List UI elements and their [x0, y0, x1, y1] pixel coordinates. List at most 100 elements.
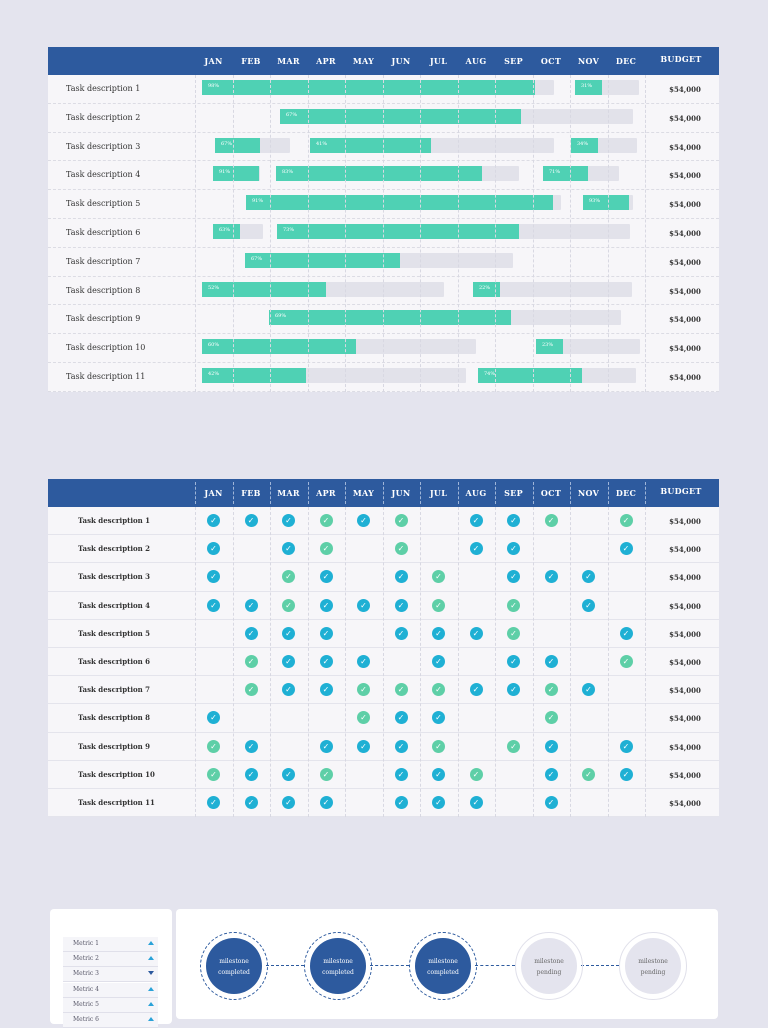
progress-track[interactable]: 60% — [202, 339, 476, 355]
check-partial-icon[interactable]: ✓ — [394, 683, 408, 697]
progress-bar[interactable]: 67% — [280, 108, 521, 124]
check-done-icon[interactable]: ✓ — [432, 626, 445, 640]
check-done-icon[interactable]: ✓ — [394, 598, 408, 612]
check-done-icon[interactable]: ✓ — [469, 542, 483, 556]
check-done-icon[interactable]: ✓ — [244, 739, 258, 753]
progress-track[interactable]: 42% — [202, 367, 466, 383]
progress-track[interactable]: 93% — [583, 195, 633, 211]
milestone-node[interactable]: milestone completed — [200, 932, 268, 1000]
progress-bar[interactable]: 22% — [473, 281, 500, 297]
check-partial-icon[interactable]: ✓ — [544, 683, 558, 697]
milestone-node[interactable]: milestone pending — [619, 932, 687, 1000]
check-done-icon[interactable]: ✓ — [319, 570, 333, 584]
progress-track[interactable]: 91% — [213, 166, 260, 182]
check-done-icon[interactable]: ✓ — [244, 598, 258, 612]
progress-bar[interactable]: 73% — [277, 223, 519, 239]
progress-bar[interactable]: 63% — [213, 223, 240, 239]
progress-track[interactable]: 73% — [277, 223, 630, 239]
check-partial-icon[interactable]: ✓ — [469, 767, 483, 781]
progress-bar[interactable]: 67% — [215, 137, 260, 153]
check-done-icon[interactable]: ✓ — [207, 570, 220, 584]
check-partial-icon[interactable]: ✓ — [507, 626, 520, 640]
check-partial-icon[interactable]: ✓ — [507, 739, 520, 753]
check-done-icon[interactable]: ✓ — [207, 711, 220, 725]
check-done-icon[interactable]: ✓ — [207, 795, 220, 809]
check-partial-icon[interactable]: ✓ — [582, 767, 595, 781]
check-partial-icon[interactable]: ✓ — [244, 654, 258, 668]
check-done-icon[interactable]: ✓ — [394, 711, 408, 725]
check-done-icon[interactable]: ✓ — [507, 654, 520, 668]
progress-bar[interactable]: 42% — [202, 367, 306, 383]
check-done-icon[interactable]: ✓ — [469, 795, 483, 809]
check-done-icon[interactable]: ✓ — [282, 795, 295, 809]
check-done-icon[interactable]: ✓ — [469, 514, 483, 527]
check-done-icon[interactable]: ✓ — [582, 570, 595, 584]
check-done-icon[interactable]: ✓ — [319, 739, 333, 753]
check-done-icon[interactable]: ✓ — [619, 739, 633, 753]
progress-track[interactable]: 67% — [245, 252, 513, 268]
metric-row[interactable]: Metric 2 — [63, 952, 158, 968]
check-done-icon[interactable]: ✓ — [507, 542, 520, 556]
check-done-icon[interactable]: ✓ — [282, 767, 295, 781]
check-done-icon[interactable]: ✓ — [544, 654, 558, 668]
check-done-icon[interactable]: ✓ — [582, 683, 595, 697]
progress-bar[interactable]: 91% — [246, 195, 553, 211]
metric-row[interactable]: Metric 3 — [63, 967, 158, 983]
check-done-icon[interactable]: ✓ — [432, 767, 445, 781]
progress-track[interactable]: 31% — [575, 80, 639, 95]
check-done-icon[interactable]: ✓ — [619, 542, 633, 556]
check-done-icon[interactable]: ✓ — [544, 570, 558, 584]
progress-track[interactable]: 69% — [269, 310, 621, 326]
progress-bar[interactable]: 67% — [245, 252, 400, 268]
progress-track[interactable]: 83% — [276, 166, 519, 182]
check-done-icon[interactable]: ✓ — [544, 795, 558, 809]
progress-bar[interactable]: 69% — [269, 310, 511, 326]
milestone-node[interactable]: milestone completed — [409, 932, 477, 1000]
check-partial-icon[interactable]: ✓ — [319, 514, 333, 527]
check-done-icon[interactable]: ✓ — [507, 514, 520, 527]
metric-row[interactable]: Metric 1 — [63, 937, 158, 952]
check-partial-icon[interactable]: ✓ — [244, 683, 258, 697]
progress-bar[interactable]: 93% — [583, 195, 629, 211]
check-done-icon[interactable]: ✓ — [469, 626, 483, 640]
check-partial-icon[interactable]: ✓ — [432, 570, 445, 584]
check-done-icon[interactable]: ✓ — [319, 626, 333, 640]
progress-track[interactable]: 23% — [536, 339, 640, 355]
check-done-icon[interactable]: ✓ — [244, 626, 258, 640]
check-done-icon[interactable]: ✓ — [582, 598, 595, 612]
check-partial-icon[interactable]: ✓ — [319, 767, 333, 781]
check-partial-icon[interactable]: ✓ — [207, 767, 220, 781]
check-partial-icon[interactable]: ✓ — [394, 514, 408, 527]
progress-track[interactable]: 67% — [280, 108, 633, 124]
check-partial-icon[interactable]: ✓ — [357, 683, 370, 697]
progress-track[interactable]: 67% — [215, 137, 290, 153]
progress-bar[interactable]: 98% — [202, 80, 535, 95]
progress-track[interactable]: 98% — [202, 80, 554, 95]
check-done-icon[interactable]: ✓ — [282, 542, 295, 556]
check-partial-icon[interactable]: ✓ — [282, 570, 295, 584]
check-partial-icon[interactable]: ✓ — [432, 598, 445, 612]
check-done-icon[interactable]: ✓ — [319, 654, 333, 668]
check-done-icon[interactable]: ✓ — [357, 514, 370, 527]
check-partial-icon[interactable]: ✓ — [619, 654, 633, 668]
milestone-node[interactable]: milestone completed — [304, 932, 372, 1000]
check-done-icon[interactable]: ✓ — [507, 683, 520, 697]
check-done-icon[interactable]: ✓ — [282, 683, 295, 697]
progress-bar[interactable]: 71% — [543, 166, 588, 182]
milestone-node[interactable]: milestone pending — [515, 932, 583, 1000]
progress-bar[interactable]: 31% — [575, 80, 602, 95]
check-partial-icon[interactable]: ✓ — [207, 739, 220, 753]
check-partial-icon[interactable]: ✓ — [432, 683, 445, 697]
progress-track[interactable]: 41% — [310, 137, 554, 153]
progress-track[interactable]: 71% — [543, 166, 619, 182]
check-done-icon[interactable]: ✓ — [319, 683, 333, 697]
check-done-icon[interactable]: ✓ — [394, 767, 408, 781]
progress-track[interactable]: 22% — [473, 281, 632, 297]
metric-row[interactable]: Metric 4 — [63, 982, 158, 998]
check-done-icon[interactable]: ✓ — [207, 514, 220, 527]
check-done-icon[interactable]: ✓ — [282, 654, 295, 668]
check-done-icon[interactable]: ✓ — [244, 795, 258, 809]
check-done-icon[interactable]: ✓ — [544, 767, 558, 781]
metric-row[interactable]: Metric 5 — [63, 997, 158, 1013]
check-partial-icon[interactable]: ✓ — [507, 598, 520, 612]
